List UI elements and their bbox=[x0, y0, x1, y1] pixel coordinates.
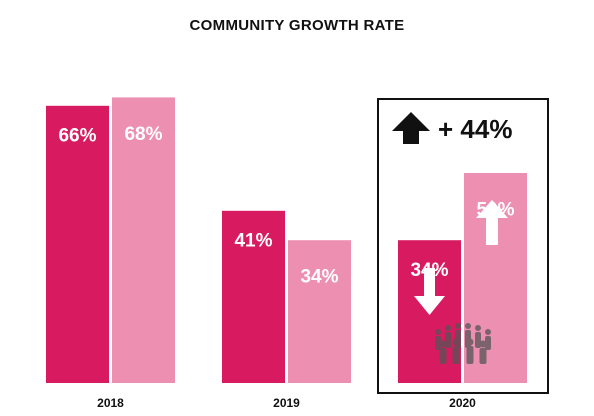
change-label: + 44% bbox=[438, 114, 512, 144]
category-label-2019: 2019 bbox=[273, 396, 300, 410]
people-group-icon bbox=[435, 323, 491, 364]
bar-value-label: 41% bbox=[234, 231, 272, 252]
bar-value-label: 34% bbox=[300, 267, 338, 288]
bar-2018-2 bbox=[112, 97, 175, 384]
highlight-frame bbox=[377, 98, 549, 394]
chart-title: COMMUNITY GROWTH RATE bbox=[190, 17, 405, 34]
bar-value-label: 66% bbox=[58, 126, 96, 147]
bar-2019-1 bbox=[222, 210, 285, 383]
bar-2018-1 bbox=[46, 105, 109, 384]
bar-value-label: 50% bbox=[476, 199, 514, 220]
bar-2019-2 bbox=[288, 240, 351, 383]
category-labels: 2018 2019 2020 bbox=[97, 396, 476, 410]
up-arrow-icon bbox=[392, 112, 430, 144]
down-arrow-icon bbox=[414, 268, 445, 315]
labels-layer: 66% 68% 41% 34% 34% 50% bbox=[58, 124, 514, 288]
bar-value-label: 68% bbox=[124, 124, 162, 145]
category-label-2018: 2018 bbox=[97, 396, 124, 410]
bar-value-label: 34% bbox=[410, 260, 448, 281]
category-label-2020: 2020 bbox=[449, 396, 476, 410]
up-arrow-icon bbox=[476, 200, 508, 245]
